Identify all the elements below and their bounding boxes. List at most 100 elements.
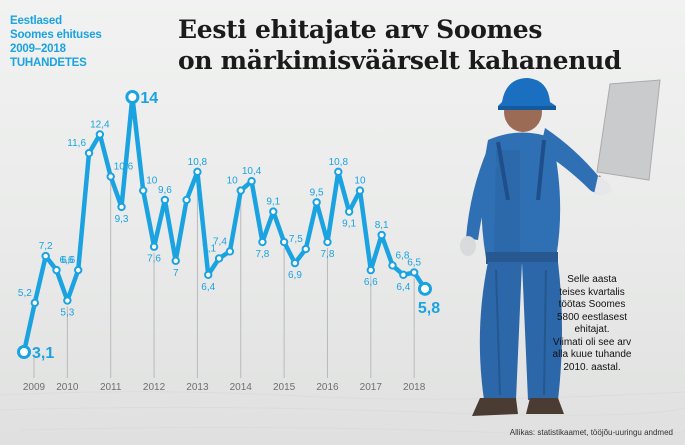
data-point	[182, 195, 191, 205]
note-line: 5800 eestlasest	[556, 311, 628, 323]
data-point	[258, 237, 267, 247]
data-point	[377, 230, 386, 240]
data-label: 9,5	[310, 187, 324, 198]
data-point	[84, 148, 94, 158]
data-label: 7,8	[255, 249, 269, 260]
data-points	[17, 90, 432, 359]
year-label: 2013	[186, 382, 209, 393]
data-point	[193, 167, 202, 177]
year-label: 2016	[316, 382, 339, 393]
data-point	[418, 281, 432, 296]
data-label: 7	[173, 268, 179, 279]
data-point	[214, 254, 224, 263]
data-label: 10	[146, 176, 158, 187]
data-label: 10	[354, 176, 366, 187]
note-line: töötas Soomes	[558, 299, 626, 310]
data-point	[355, 186, 365, 195]
data-point	[290, 258, 300, 268]
data-point	[323, 237, 332, 247]
data-point	[117, 202, 126, 212]
data-label: 10,8	[329, 157, 349, 168]
data-point	[269, 207, 278, 216]
data-point	[160, 195, 170, 205]
title-line: on märkimisväärselt kahanenud	[178, 46, 622, 75]
subtitle-line: TUHANDETES	[10, 57, 87, 69]
data-label: 10,6	[114, 162, 134, 173]
data-point	[247, 177, 256, 186]
data-label: 6,4	[396, 282, 410, 293]
year-label: 2017	[360, 382, 383, 393]
year-tick-lines	[33, 177, 415, 378]
year-label: 2011	[100, 382, 122, 393]
data-label: 10,8	[188, 157, 208, 168]
data-label: 12,4	[90, 119, 110, 130]
data-label: 6,6	[60, 255, 74, 266]
data-label: 11,6	[67, 138, 86, 149]
data-label: 7,1	[202, 243, 216, 254]
data-point	[139, 186, 148, 195]
note-line: ehitajat.	[574, 324, 610, 335]
subtitle-line: Soomes ehituses	[10, 29, 102, 41]
page-title: Eesti ehitajate arv Soomes on märkimisvä…	[178, 14, 648, 76]
data-point	[366, 265, 376, 275]
title-line: Eesti ehitajate arv Soomes	[178, 15, 543, 44]
data-label: 14	[140, 90, 158, 107]
side-note: Selle aasta teises kvartalis töötas Soom…	[538, 274, 646, 374]
data-point	[399, 270, 408, 279]
data-label: 9,1	[342, 219, 356, 230]
data-point	[30, 298, 40, 308]
trowel-icon	[593, 79, 661, 193]
data-point	[312, 198, 321, 207]
data-point	[388, 261, 397, 270]
note-line: teises kvartalis	[559, 286, 625, 298]
data-label: 9,3	[115, 214, 129, 225]
data-label: 6,6	[364, 277, 378, 288]
data-point	[106, 172, 115, 181]
chart-subtitle: Eestlased Soomes ehituses 2009–2018 TUHA…	[10, 14, 102, 70]
data-label: 5,3	[60, 308, 74, 319]
data-point	[204, 270, 213, 279]
data-point	[73, 265, 83, 275]
data-point	[125, 90, 140, 104]
data-labels: 3,1 5,2 7,2 6,6 5,3 6,6 11,6 12,4 10,6 9,3 14 10 7,6…	[18, 90, 440, 362]
data-point	[52, 265, 61, 275]
year-label: 2018	[403, 382, 426, 393]
data-point	[409, 268, 419, 277]
data-label: 9,1	[266, 197, 280, 208]
year-label: 2015	[273, 382, 296, 393]
data-label: 7,5	[289, 234, 303, 245]
data-label: 5,8	[418, 300, 440, 317]
year-labels: 2009 2010 2011 2012 2013 2014 2015 2016 2017 2018	[23, 382, 426, 393]
data-point	[41, 251, 50, 261]
data-point	[17, 345, 31, 359]
data-label: 6,5	[407, 257, 421, 268]
data-label: 9,6	[158, 185, 172, 196]
data-label: 6,4	[201, 282, 215, 293]
subtitle-line: Eestlased	[10, 15, 62, 27]
data-point	[236, 186, 245, 195]
data-label: 10,4	[242, 166, 262, 177]
year-label: 2009	[23, 382, 46, 393]
subtitle-line: 2009–2018	[10, 43, 66, 55]
data-label: 10	[227, 176, 239, 187]
data-label: 3,1	[32, 345, 54, 362]
year-label: 2012	[143, 382, 166, 393]
data-point	[171, 256, 180, 265]
data-label: 6,8	[395, 250, 409, 261]
data-label: 7,8	[321, 249, 335, 260]
data-point	[225, 247, 235, 256]
data-point	[279, 237, 289, 247]
data-label: 7,4	[213, 236, 227, 247]
source-credit: Allikas: statistikaamet, tööjõu-uuringu …	[509, 428, 673, 437]
data-point	[149, 242, 159, 251]
data-point	[63, 296, 72, 305]
data-point	[334, 167, 343, 177]
data-label: 6,9	[288, 270, 302, 281]
data-point	[95, 130, 105, 139]
note-line: Viimati oli see arv	[552, 336, 632, 348]
data-point	[344, 207, 354, 216]
data-label: 5,2	[18, 288, 32, 299]
note-line: Selle aasta	[567, 274, 617, 285]
data-label: 8,1	[375, 220, 389, 231]
